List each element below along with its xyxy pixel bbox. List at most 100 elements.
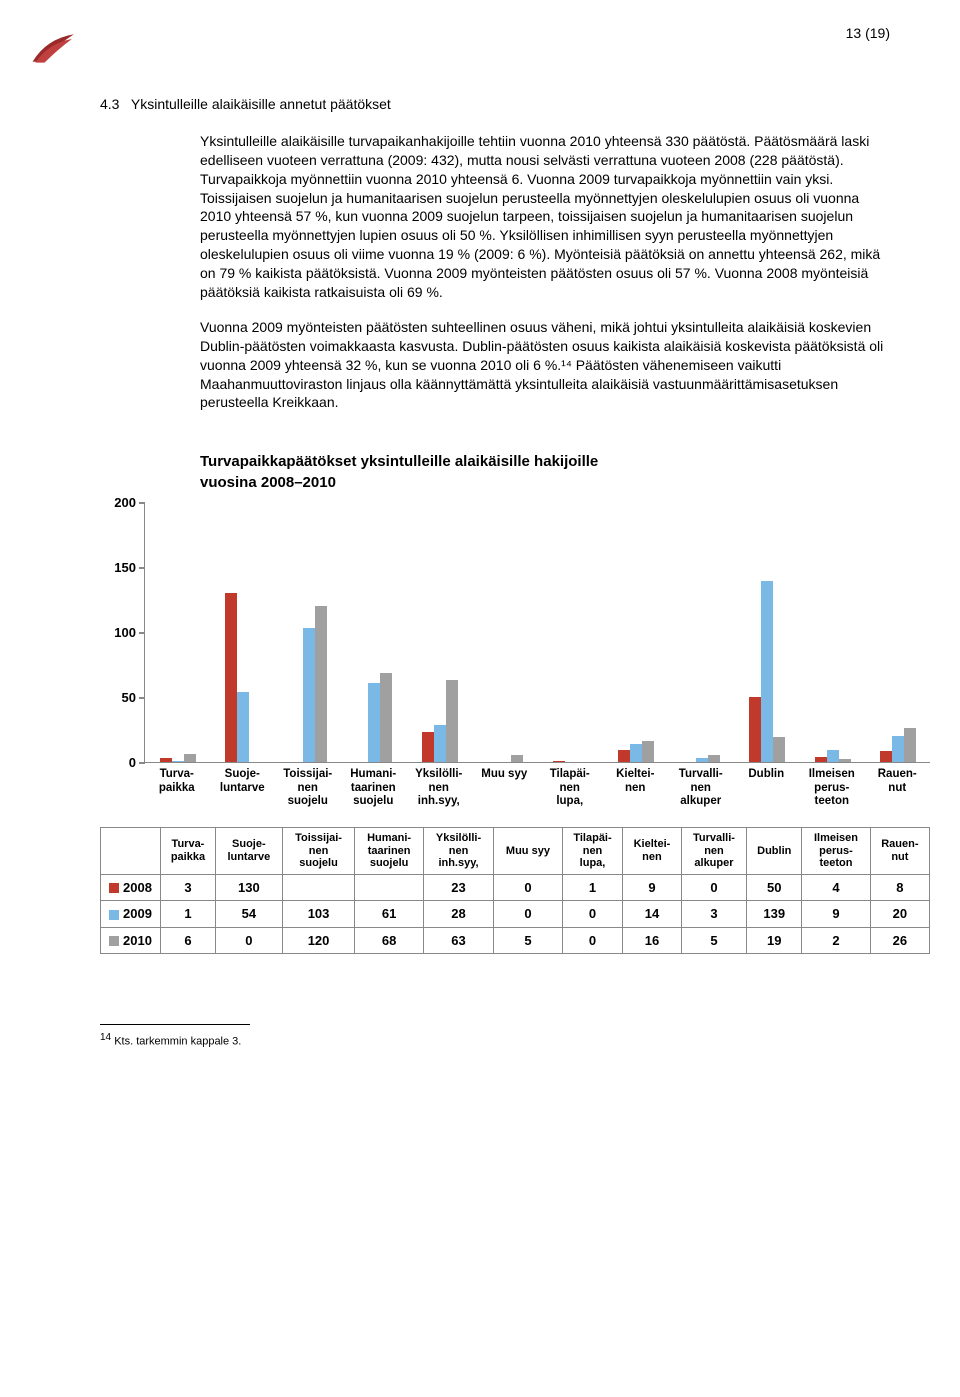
legend-swatch	[109, 883, 119, 893]
table-cell: 19	[747, 927, 802, 954]
table-cell: 9	[802, 901, 871, 928]
bar	[815, 757, 827, 762]
section-heading: 4.3 Yksintulleille alaikäisille annetut …	[100, 95, 890, 114]
bar	[225, 593, 237, 762]
x-category-label: Turva-paikka	[144, 768, 210, 796]
y-tick	[139, 697, 145, 699]
table-cell: 4	[802, 874, 871, 901]
table-column-header: Rauen-nut	[870, 827, 929, 874]
table-cell	[355, 874, 424, 901]
chart-title: Turvapaikkapäätökset yksintulleille alai…	[200, 452, 890, 493]
bar	[184, 754, 196, 762]
footnote-text: Kts. tarkemmin kappale 3.	[114, 1036, 241, 1048]
bar	[618, 750, 630, 762]
bar	[434, 725, 446, 761]
page-number: 13 (19)	[846, 24, 890, 43]
paragraph-1: Yksintulleille alaikäisille turvapaikanh…	[200, 132, 890, 302]
x-category-label: Muu syy	[472, 768, 538, 782]
bar	[422, 732, 434, 762]
table-cell: 68	[355, 927, 424, 954]
table-cell: 8	[870, 874, 929, 901]
table-cell: 14	[623, 901, 681, 928]
table-column-header: Toissijai-nensuojelu	[282, 827, 355, 874]
footnote-marker: 14	[100, 1032, 111, 1043]
bar	[237, 692, 249, 762]
table-column-header: Tilapäi-nenlupa,	[562, 827, 623, 874]
bar	[761, 581, 773, 762]
y-tick-label: 200	[114, 494, 136, 512]
table-cell: 120	[282, 927, 355, 954]
table-cell: 3	[161, 874, 216, 901]
chart-title-line2: vuosina 2008–2010	[200, 474, 336, 491]
table-cell: 5	[494, 927, 563, 954]
table-cell: 0	[562, 927, 623, 954]
table-row-label: 2008	[101, 874, 161, 901]
bar	[368, 683, 380, 762]
x-category-label: Suoje-luntarve	[210, 768, 276, 796]
table-column-header: Turva-paikka	[161, 827, 216, 874]
bar	[160, 758, 172, 762]
bar	[303, 628, 315, 762]
table-column-header: Turvalli-nenalkuper	[681, 827, 747, 874]
bar-chart: 050100150200 Turva-paikkaSuoje-luntarveT…	[100, 503, 930, 823]
y-tick	[139, 502, 145, 504]
table-row: 20106012068635016519226	[101, 927, 930, 954]
y-tick-label: 0	[129, 754, 136, 772]
series-name: 2008	[123, 880, 152, 895]
table-cell	[282, 874, 355, 901]
table-column-header: Muu syy	[494, 827, 563, 874]
bar	[172, 761, 184, 762]
bar	[446, 680, 458, 762]
table-cell: 61	[355, 901, 424, 928]
legend-swatch	[109, 910, 119, 920]
table-cell: 0	[215, 927, 282, 954]
table-column-header: Kieltei-nen	[623, 827, 681, 874]
table-cell: 2	[802, 927, 871, 954]
table-column-header: Suoje-luntarve	[215, 827, 282, 874]
bar	[880, 751, 892, 761]
bar	[511, 755, 523, 762]
table-cell: 1	[161, 901, 216, 928]
table-cell: 139	[747, 901, 802, 928]
bar	[642, 741, 654, 762]
table-cell: 5	[681, 927, 747, 954]
series-name: 2010	[123, 933, 152, 948]
x-category-label: Humani-taarinensuojelu	[341, 768, 407, 809]
table-cell: 3	[681, 901, 747, 928]
y-tick	[139, 632, 145, 634]
table-row-label: 2010	[101, 927, 161, 954]
y-tick-label: 100	[114, 624, 136, 642]
table-cell: 26	[870, 927, 929, 954]
y-tick	[139, 567, 145, 569]
paragraph-2: Vuonna 2009 myönteisten päätösten suhtee…	[200, 318, 890, 412]
x-category-label: Ilmeisenperus-teeton	[799, 768, 865, 809]
table-cell: 0	[494, 901, 563, 928]
bar	[827, 750, 839, 762]
table-cell: 54	[215, 901, 282, 928]
table-column-header: Ilmeisenperus-teeton	[802, 827, 871, 874]
bar	[708, 755, 720, 762]
table-cell: 103	[282, 901, 355, 928]
table-column-header: Humani-taarinensuojelu	[355, 827, 424, 874]
table-row: 200831302301905048	[101, 874, 930, 901]
series-name: 2009	[123, 906, 152, 921]
table-column-header: Yksilölli-neninh.syy,	[423, 827, 493, 874]
legend-swatch	[109, 936, 119, 946]
bar	[904, 728, 916, 762]
logo-icon	[28, 28, 83, 68]
y-tick-label: 50	[122, 689, 136, 707]
bar	[892, 736, 904, 762]
chart-plot-area	[144, 503, 930, 763]
table-cell: 23	[423, 874, 493, 901]
table-cell: 130	[215, 874, 282, 901]
y-tick	[139, 762, 145, 764]
table-header-row: Turva-paikkaSuoje-luntarveToissijai-nens…	[101, 827, 930, 874]
bar	[749, 697, 761, 762]
section-title: Yksintulleille alaikäisille annetut päät…	[131, 96, 391, 112]
bar	[773, 737, 785, 762]
bar	[696, 758, 708, 762]
table-cell: 16	[623, 927, 681, 954]
table-cell: 20	[870, 901, 929, 928]
table-cell: 0	[562, 901, 623, 928]
x-category-label: Tilapäi-nenlupa,	[537, 768, 603, 809]
